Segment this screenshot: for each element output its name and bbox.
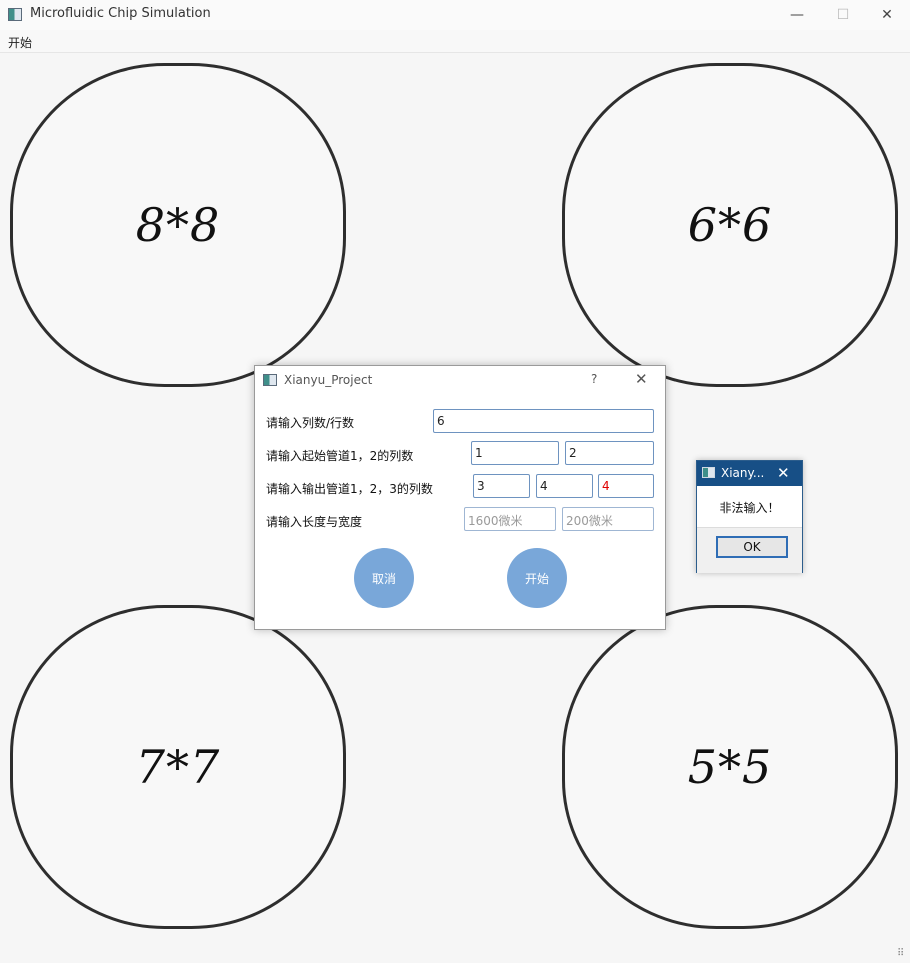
help-icon[interactable]: ? — [591, 372, 598, 386]
window-title: Microfluidic Chip Simulation — [30, 6, 211, 21]
menu-start[interactable]: 开始 — [8, 36, 33, 50]
resize-grip-icon[interactable]: ⠿ — [897, 948, 905, 959]
app-icon — [8, 8, 22, 21]
title-bar: Microfluidic Chip Simulation — ☐ ✕ — [0, 0, 910, 30]
start-button[interactable]: 开始 — [507, 548, 567, 608]
chip-label: 8*8 — [135, 198, 221, 252]
rows-cols-label: 请输入列数/行数 — [266, 416, 355, 430]
chip-7x7-button[interactable]: 7*7 — [10, 605, 346, 929]
message-close-icon[interactable]: ✕ — [777, 464, 790, 482]
chip-8x8-button[interactable]: 8*8 — [10, 63, 346, 387]
message-title: Xiany... — [721, 466, 765, 480]
chip-label: 7*7 — [135, 740, 221, 794]
inlet1-input[interactable]: 1 — [471, 441, 559, 465]
cancel-button[interactable]: 取消 — [354, 548, 414, 608]
dialog-title-bar: Xianyu_Project ? ✕ — [255, 366, 665, 396]
outlet2-input[interactable]: 4 — [536, 474, 593, 498]
chip-label: 6*6 — [687, 198, 773, 252]
close-icon[interactable]: ✕ — [881, 7, 893, 23]
outlet-label: 请输入输出管道1，2，3的列数 — [266, 482, 433, 496]
message-app-icon — [702, 467, 715, 478]
dialog-app-icon — [263, 374, 277, 386]
chip-5x5-button[interactable]: 5*5 — [562, 605, 898, 929]
maximize-icon[interactable]: ☐ — [836, 7, 850, 23]
rows-cols-input[interactable]: 6 — [433, 409, 654, 433]
length-input[interactable]: 1600微米 — [464, 507, 556, 531]
message-text: 非法输入！ — [719, 501, 780, 515]
size-label: 请输入长度与宽度 — [266, 515, 363, 529]
ok-button[interactable]: OK — [716, 536, 788, 558]
inlet2-input[interactable]: 2 — [565, 441, 654, 465]
dialog-close-icon[interactable]: ✕ — [635, 370, 648, 388]
width-input[interactable]: 200微米 — [562, 507, 654, 531]
dialog-title: Xianyu_Project — [284, 373, 373, 387]
chip-6x6-button[interactable]: 6*6 — [562, 63, 898, 387]
outlet1-input[interactable]: 3 — [473, 474, 530, 498]
minimize-icon[interactable]: — — [790, 7, 804, 23]
outlet3-input[interactable]: 4 — [598, 474, 654, 498]
chip-label: 5*5 — [687, 740, 773, 794]
menu-bar: 开始 — [0, 30, 910, 53]
error-message-box: Xiany... ✕ 非法输入！ OK — [696, 460, 803, 573]
message-title-bar: Xiany... ✕ — [697, 461, 802, 486]
settings-dialog: Xianyu_Project ? ✕ 请输入列数/行数 6 请输入起始管道1，2… — [254, 365, 666, 630]
inlet-label: 请输入起始管道1，2的列数 — [266, 449, 414, 463]
